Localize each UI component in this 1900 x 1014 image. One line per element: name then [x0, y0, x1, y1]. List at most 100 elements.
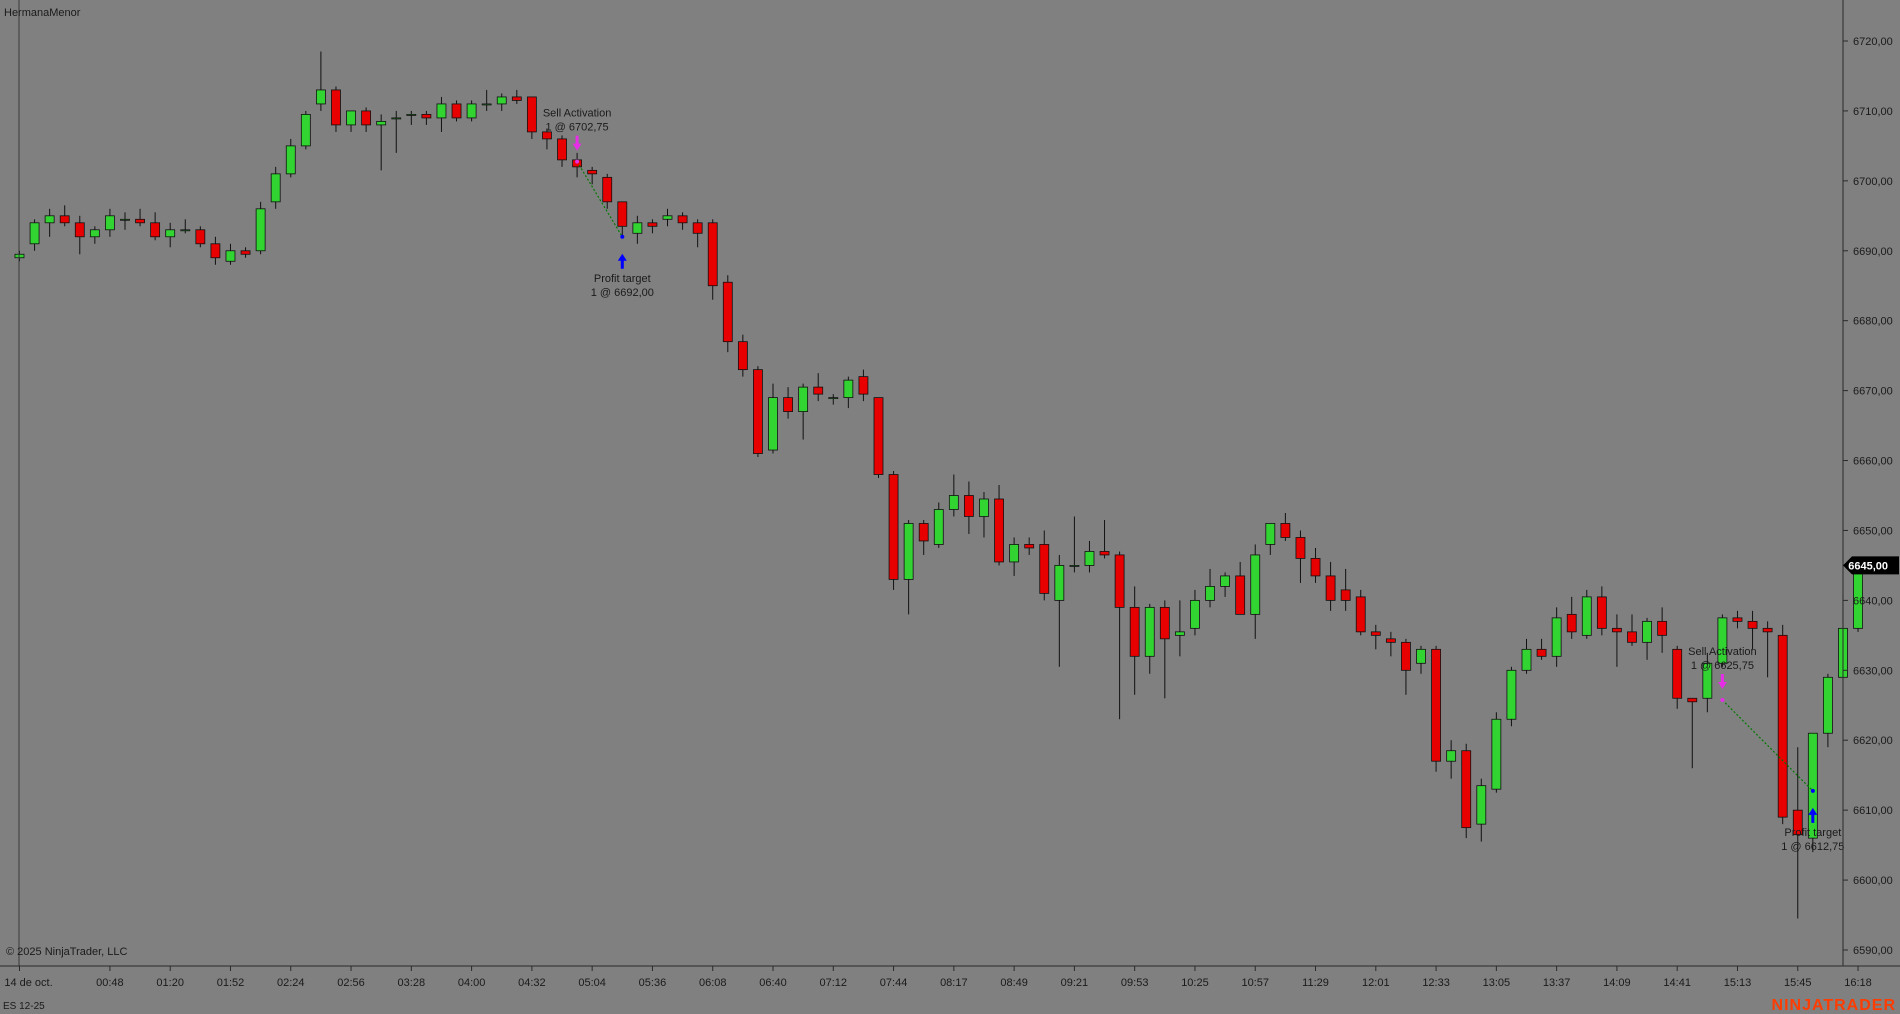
candle-body	[44, 215, 55, 224]
time-axis[interactable]: 14 de oct. 00:48 01:20 01:52 02:24 02:56 03:28…	[4, 966, 1872, 989]
candle-body	[557, 138, 567, 161]
candle	[1431, 645, 1441, 772]
candle	[1596, 586, 1607, 636]
trades-layer: Sell Activation 1 @ 6702,75 Profit target 1…	[543, 108, 1845, 853]
candle	[1310, 547, 1321, 583]
x-tick-label: 06:08	[699, 977, 727, 989]
candle	[1325, 561, 1336, 611]
current-price-badge-shape	[1843, 556, 1899, 575]
candle	[210, 236, 221, 265]
candle-body	[1476, 785, 1487, 825]
y-tick-label: 6590,00	[1853, 945, 1893, 957]
candle	[1551, 607, 1562, 667]
y-tick-label: 6700,00	[1853, 176, 1893, 188]
x-tick-label: 00:48	[96, 977, 124, 989]
candle-body	[1144, 606, 1155, 657]
candles-layer	[14, 51, 1863, 919]
candle	[74, 215, 85, 255]
candle-body	[587, 169, 598, 175]
candle-body	[1446, 750, 1457, 762]
candle-body	[768, 397, 778, 451]
candle	[1265, 523, 1276, 555]
x-tick-label: 11:29	[1302, 977, 1329, 989]
candle	[436, 96, 447, 132]
candle	[89, 226, 100, 244]
candle	[1114, 551, 1125, 720]
candle-body	[873, 397, 884, 475]
candle	[1054, 554, 1065, 667]
candle-body	[1672, 648, 1683, 699]
x-tick-label: 13:05	[1483, 977, 1511, 989]
candle	[1521, 638, 1532, 674]
candle-body	[858, 376, 869, 395]
candle-body	[647, 222, 658, 227]
candle-body	[29, 222, 40, 245]
candle	[1476, 778, 1487, 842]
candle-body	[1235, 575, 1246, 615]
candle-body	[526, 96, 537, 133]
candle-body	[466, 103, 477, 119]
sell-entry-arrow	[572, 135, 582, 151]
candle	[300, 110, 311, 150]
candle	[1823, 673, 1833, 748]
candle	[285, 138, 296, 178]
candle-body	[135, 218, 145, 224]
x-tick-label: 01:20	[156, 977, 184, 989]
candle	[843, 376, 854, 409]
x-tick-label: 06:40	[759, 977, 787, 989]
candle-body	[753, 369, 763, 454]
candle-body	[1732, 617, 1743, 622]
candle	[1747, 610, 1758, 650]
candle	[888, 471, 899, 590]
candle-body	[1009, 544, 1020, 563]
x-tick-label: 16:18	[1844, 977, 1872, 989]
x-tick-label: 04:00	[458, 977, 486, 989]
price-axis[interactable]: 6590,00 6600,00 6610,00 6620,00 6630,00 6640,…	[1843, 36, 1893, 957]
candle	[421, 110, 432, 125]
candle	[225, 243, 236, 265]
candle	[391, 110, 402, 153]
exit-detail: 1 @ 6692,00	[591, 287, 654, 299]
candle-body	[1310, 558, 1321, 577]
candle-body	[1024, 544, 1035, 549]
candle-body	[843, 379, 854, 399]
candle-body	[617, 201, 628, 227]
candle-body	[255, 208, 266, 252]
candle	[1536, 638, 1547, 660]
candle-body	[315, 89, 326, 105]
candle-body	[1521, 648, 1532, 671]
candle-body	[1687, 697, 1698, 703]
x-tick-label: 02:56	[337, 977, 365, 989]
candle-body	[1355, 596, 1366, 633]
candle-body	[813, 386, 824, 395]
candle-body	[511, 96, 522, 101]
candle	[647, 219, 658, 234]
candle-body	[331, 89, 341, 126]
candle-body	[361, 110, 372, 126]
candle	[315, 51, 326, 111]
candle	[44, 208, 55, 237]
candle-body	[1159, 606, 1170, 640]
candle-body	[918, 523, 929, 542]
candle	[1792, 747, 1803, 919]
candle-body	[1280, 523, 1291, 538]
x-tick-label: 05:36	[639, 977, 667, 989]
exit-marker	[1810, 788, 1815, 793]
x-tick-label: 07:12	[820, 977, 848, 989]
candle	[828, 394, 839, 405]
candle-body	[1295, 537, 1306, 559]
candle-body	[89, 229, 100, 238]
candle	[918, 519, 929, 555]
candle-body	[1416, 648, 1426, 664]
candle	[1385, 631, 1396, 657]
candle	[1446, 740, 1457, 779]
candle	[632, 215, 643, 244]
candle	[1340, 568, 1351, 611]
candle	[1250, 544, 1261, 639]
y-tick-label: 6600,00	[1853, 875, 1893, 887]
candle-body	[421, 114, 432, 119]
trade: Sell Activation 1 @ 6625,75 Profit target 1…	[1688, 646, 1844, 853]
candle	[1009, 537, 1020, 576]
exit-marker	[620, 234, 625, 239]
